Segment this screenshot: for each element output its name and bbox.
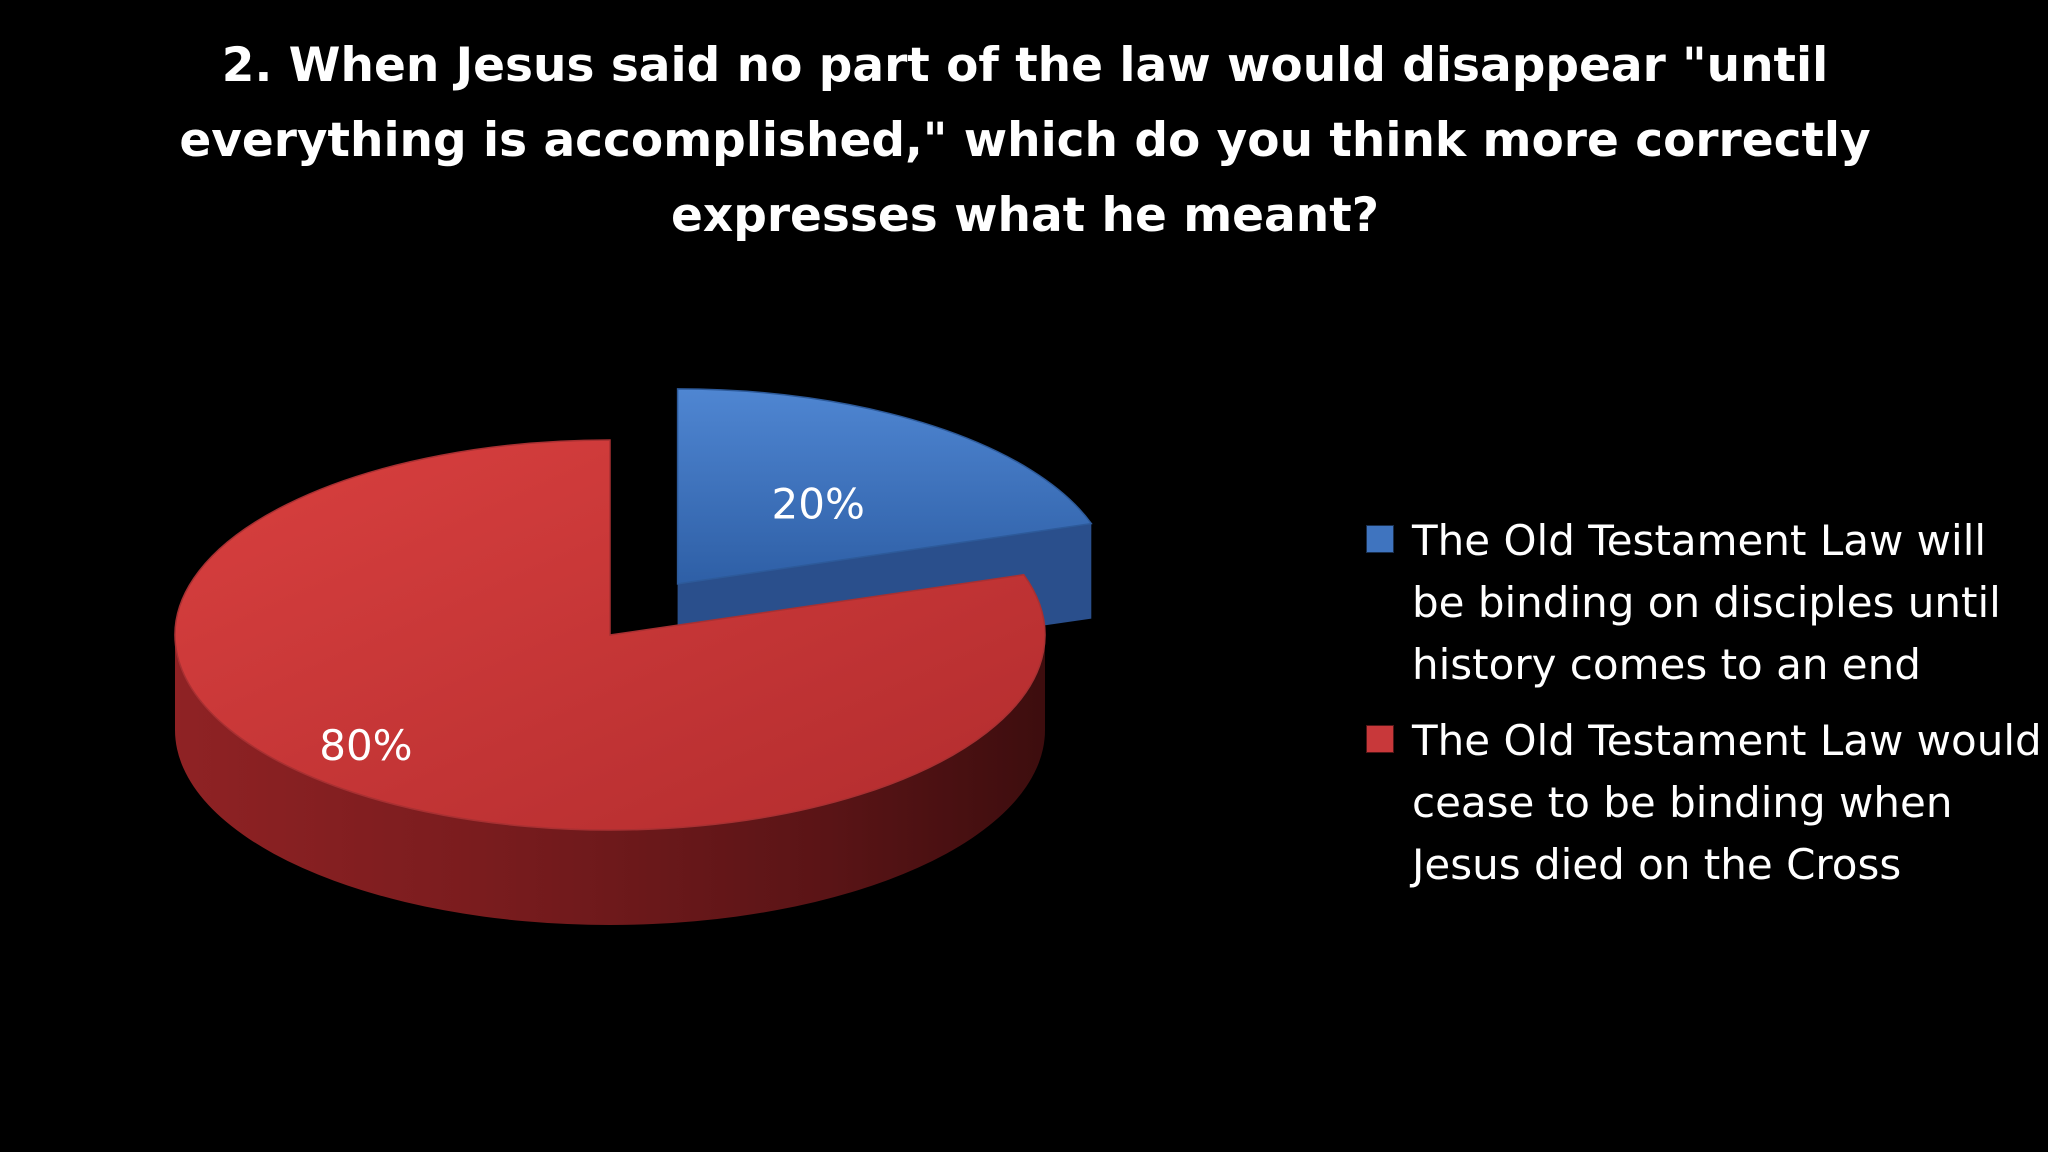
pie-slice-top-blue	[676, 388, 1093, 585]
chart-legend: The Old Testament Law will be binding on…	[1366, 510, 2046, 910]
legend-label-blue: The Old Testament Law will be binding on…	[1412, 516, 2001, 689]
legend-swatch-blue	[1366, 525, 1394, 553]
legend-item-red: The Old Testament Law would cease to be …	[1366, 710, 2046, 896]
legend-item-blue: The Old Testament Law will be binding on…	[1366, 510, 2046, 696]
pie-slice-top-red	[174, 439, 1046, 831]
pie-labels-group: 20% 80%	[319, 480, 865, 771]
legend-swatch-red	[1366, 725, 1394, 753]
data-label-red: 80%	[319, 721, 412, 770]
legend-label-red: The Old Testament Law would cease to be …	[1412, 716, 2042, 889]
data-label-blue: 20%	[772, 480, 865, 529]
chart-title: 2. When Jesus said no part of the law wo…	[179, 38, 1871, 243]
pie-slices-group	[174, 388, 1093, 925]
pie-slice-side-red-0	[175, 635, 1045, 925]
